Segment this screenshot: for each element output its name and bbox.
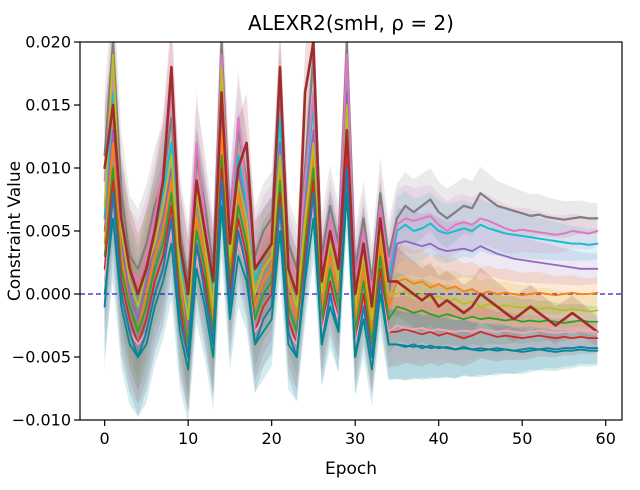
y-tick-label: 0.015 [25, 96, 71, 115]
y-tick-label: 0.020 [25, 33, 71, 52]
x-tick-label: 40 [429, 429, 449, 448]
x-tick-label: 60 [596, 429, 616, 448]
x-tick-label: 0 [100, 429, 110, 448]
series-lines [103, 42, 599, 371]
line-constraint-teal [103, 192, 599, 371]
y-tick-label: 0.005 [25, 222, 71, 241]
y-tick-label: 0.010 [25, 159, 71, 178]
x-tick-label: 20 [261, 429, 281, 448]
y-tick-label: −0.005 [12, 348, 71, 367]
chart-title: ALEXR2(smH, ρ = 2) [248, 11, 454, 35]
y-tick-label: −0.010 [12, 411, 71, 430]
x-tick-label: 10 [178, 429, 198, 448]
axes-and-ticks: 0 10 20 30 40 50 60 −0.010 −0.005 0.000 0.005 0.010… [12, 33, 623, 448]
x-axis-label: Epoch [325, 459, 377, 479]
y-axis-label: Constraint Value [5, 161, 25, 301]
line-constraint-darkred [103, 42, 599, 334]
x-tick-label: 50 [512, 429, 532, 448]
x-tick-label: 30 [345, 429, 365, 448]
y-tick-label: 0.000 [25, 285, 71, 304]
